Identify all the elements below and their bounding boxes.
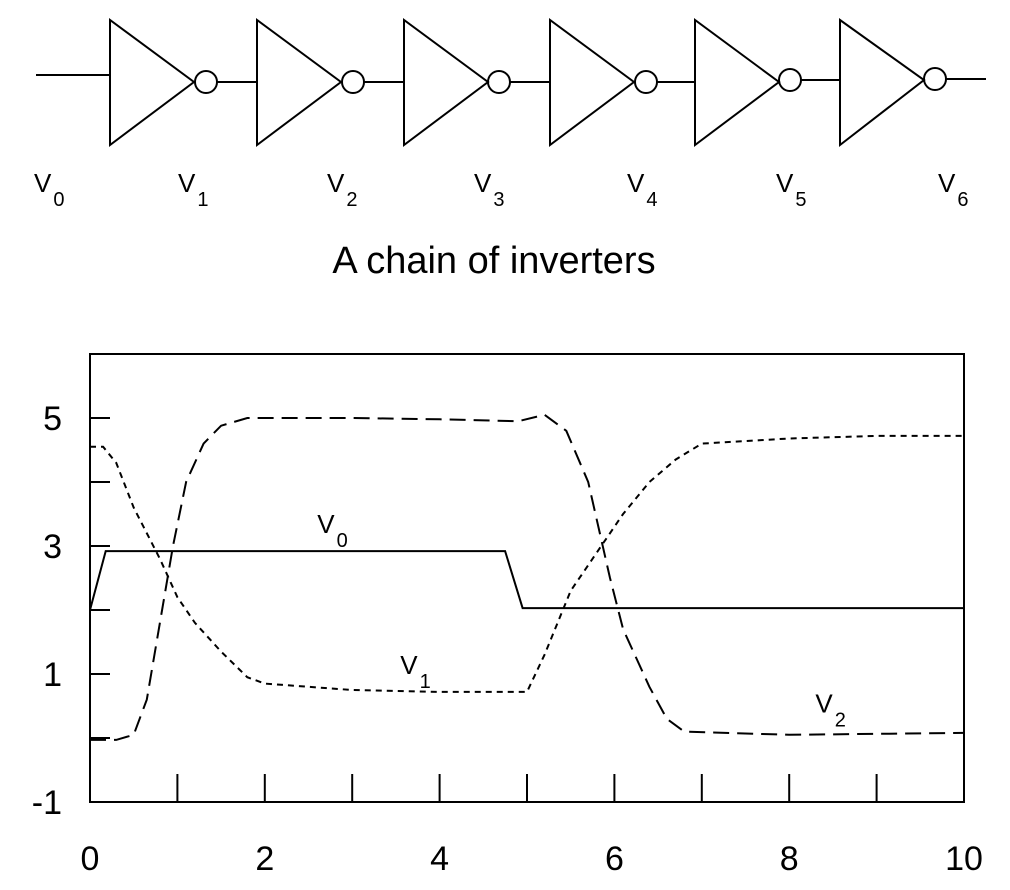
inverter-3 (403, 18, 550, 147)
inverter-1 (109, 18, 257, 147)
series-lines (89, 413, 965, 741)
series-line-v1 (90, 434, 964, 693)
x-tick-label: 2 (255, 840, 274, 878)
node-label-v4: V4 (627, 168, 657, 211)
inverter-5-triangle (694, 18, 781, 147)
inverter-6-triangle (839, 18, 926, 148)
inverter-3-bubble (487, 70, 511, 94)
y-tick-label: -1 (32, 784, 62, 822)
inverter-2-bubble (341, 70, 365, 94)
series-line-v2 (90, 413, 965, 741)
y-tick-label: 3 (43, 528, 62, 566)
inverter-4-triangle (549, 18, 636, 147)
node-label-v1: V1 (178, 168, 208, 211)
series-label-v2: V2 (815, 688, 845, 731)
x-tick-label: 6 (605, 840, 624, 878)
x-tick-label: 10 (945, 840, 983, 878)
y-tick-label: 5 (43, 400, 62, 438)
inverter-6-bubble (923, 67, 947, 91)
inverter-1-triangle (109, 18, 196, 147)
series-label-v0: V0 (317, 509, 347, 552)
inverter-1-bubble (194, 70, 218, 94)
waveform-chart: 0 2 4 6 8 10 -1 1 3 5 V0 V1 V2 (32, 353, 983, 878)
inverter-4 (549, 18, 695, 147)
inverter-2-triangle (256, 18, 343, 147)
inverter-3-triangle (403, 18, 490, 147)
node-label-v2: V2 (327, 168, 357, 211)
axis-tick-labels: 0 2 4 6 8 10 -1 1 3 5 (32, 400, 983, 878)
y-tick-label: 1 (43, 656, 62, 694)
series-line-v0 (89, 550, 964, 611)
inverter-5-bubble (778, 68, 802, 92)
inverter-5 (694, 18, 840, 147)
plot-frame (89, 353, 965, 803)
node-label-v6: V6 (938, 168, 968, 211)
series-labels: V0 V1 V2 (317, 509, 846, 731)
diagram-title: A chain of inverters (332, 240, 655, 282)
series-label-v1: V1 (400, 650, 430, 693)
node-label-v5: V5 (776, 168, 806, 211)
inverter-6 (839, 18, 986, 148)
node-label-v3: V3 (474, 168, 504, 211)
inverter-2 (256, 18, 404, 147)
x-tick-label: 4 (430, 840, 449, 878)
inverter-chain: V0 V1 V2 V3 V4 V5 V6 A chain of inverter… (34, 18, 986, 282)
inverter-4-bubble (634, 70, 658, 94)
x-tick-label: 8 (780, 840, 799, 878)
x-tick-label: 0 (81, 840, 100, 878)
node-label-v0: V0 (34, 168, 64, 211)
axis-ticks (90, 417, 878, 803)
